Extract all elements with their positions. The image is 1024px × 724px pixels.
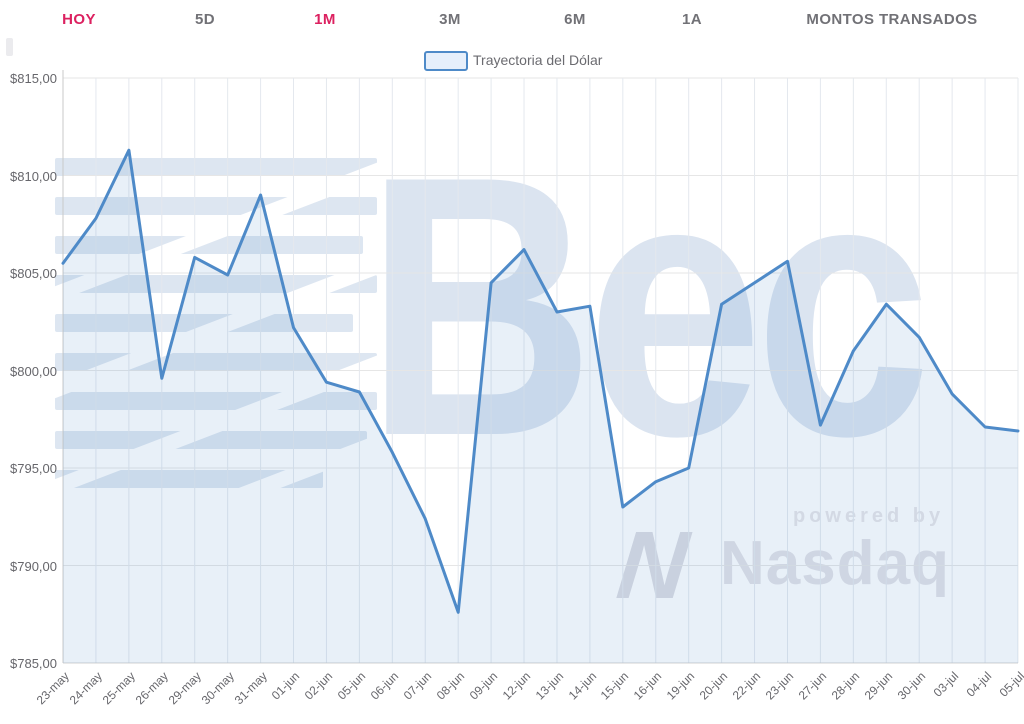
tab-1a[interactable]: 1A — [682, 11, 702, 28]
y-tick-label: $790,00 — [10, 558, 57, 574]
tab-3m[interactable]: 3M — [439, 11, 461, 28]
tab-1m[interactable]: 1M — [314, 11, 336, 28]
y-tick-label: $785,00 — [10, 656, 57, 671]
bec-stripes-watermark — [55, 158, 377, 506]
tab-hoy[interactable]: HOY — [62, 11, 96, 28]
y-tick-label: $800,00 — [10, 363, 57, 379]
bec-brand-watermark: Bec — [365, 100, 932, 513]
tab-montos-transados[interactable]: MONTOS TRANSADOS — [806, 11, 978, 28]
y-tick-label: $810,00 — [10, 168, 57, 184]
tab-5d[interactable]: 5D — [195, 11, 215, 28]
legend-series-label: Trayectoria del Dólar — [473, 52, 603, 68]
stripe-bar — [55, 236, 363, 254]
nasdaq-watermark: Nasdaq — [720, 528, 950, 599]
stripe-bar — [55, 314, 353, 332]
page-edge-artifact — [6, 38, 13, 56]
legend-series-swatch — [424, 51, 468, 71]
y-tick-label: $815,00 — [10, 71, 57, 86]
stripe-bar — [55, 158, 377, 176]
y-tick-label: $795,00 — [10, 461, 57, 476]
dollar-trajectory-area — [63, 150, 1018, 663]
powered-by-watermark: powered by — [793, 505, 944, 528]
y-tick-label: $805,00 — [10, 266, 57, 281]
tab-6m[interactable]: 6M — [564, 11, 586, 28]
stripe-bar — [55, 431, 367, 449]
dollar-trajectory-line — [61, 148, 1020, 614]
